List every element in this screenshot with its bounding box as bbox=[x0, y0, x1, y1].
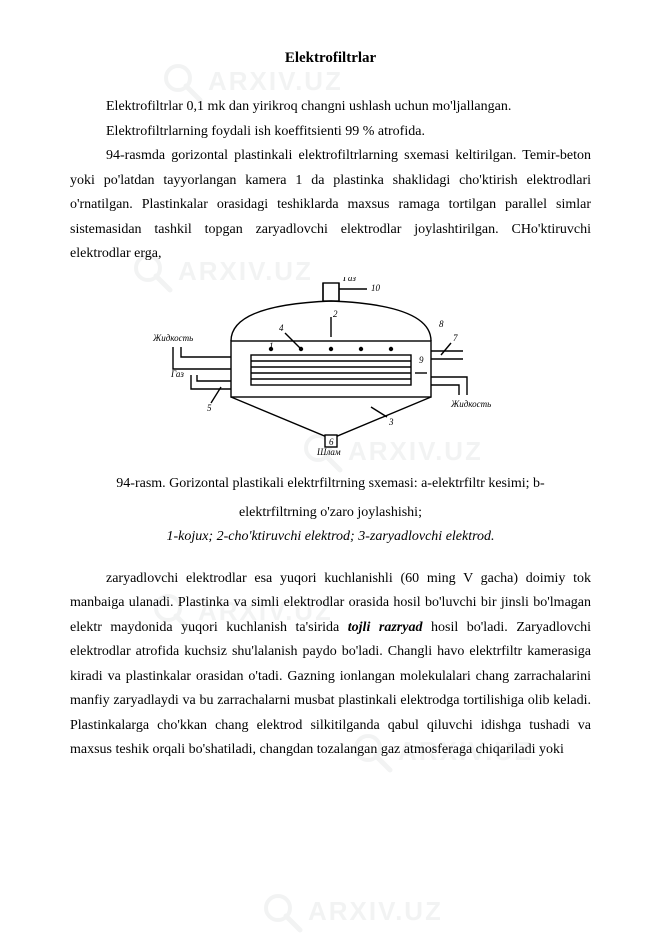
figure-caption-line3: 1-kojux; 2-cho'ktiruvchi elektrod; 3-zar… bbox=[70, 525, 591, 549]
paragraph-2: Elektrofiltrlarning foydali ish koeffits… bbox=[70, 120, 591, 145]
figure-num-4: 4 bbox=[279, 323, 284, 333]
watermark-text: ARXIV.UZ bbox=[308, 896, 440, 926]
figure-num-3: 3 bbox=[388, 417, 394, 427]
figure-label-top: Газ bbox=[342, 277, 356, 283]
p4-bold-italic: tojli razryad bbox=[348, 620, 423, 635]
page-title: Elektrofiltrlar bbox=[70, 50, 591, 67]
figure-num-7: 7 bbox=[453, 333, 458, 343]
figure-label-left2: Газ bbox=[170, 369, 184, 379]
figure-label-left: Жидкость bbox=[152, 333, 193, 343]
figure-label-right: Жидкость bbox=[450, 399, 491, 409]
paragraph-4: zaryadlovchi elektrodlar esa yuqori kuch… bbox=[70, 567, 591, 763]
figure-num-1: 1 bbox=[269, 341, 274, 351]
paragraph-1: Elektrofiltrlar 0,1 mk dan yirikroq chan… bbox=[70, 95, 591, 120]
paragraph-3: 94-rasmda gorizontal plastinkali elektro… bbox=[70, 144, 591, 267]
figure-num-10: 10 bbox=[371, 283, 381, 293]
figure-num-6: 6 bbox=[329, 437, 334, 447]
figure-label-bottom: Шлам bbox=[316, 447, 341, 457]
figure-num-9: 9 bbox=[419, 355, 424, 365]
watermark: ARXIV.UZ bbox=[260, 890, 440, 940]
figure-caption-line1: 94-rasm. Gorizontal plastikali elektrfil… bbox=[70, 472, 591, 496]
figure-num-5: 5 bbox=[207, 403, 212, 413]
p4-post: hosil bo'ladi. Zaryadlovchi elektrodlar … bbox=[70, 620, 591, 758]
figure-diagram: Газ Жидкость Газ Жидкость Шлам 10 4 2 1 … bbox=[70, 277, 591, 462]
page-content: Elektrofiltrlar Elektrofiltrlar 0,1 mk d… bbox=[0, 0, 661, 803]
figure-num-2: 2 bbox=[333, 309, 338, 319]
figure-num-8: 8 bbox=[439, 319, 444, 329]
figure-caption-line2: elektrfiltrning o'zaro joylashishi; bbox=[70, 501, 591, 525]
